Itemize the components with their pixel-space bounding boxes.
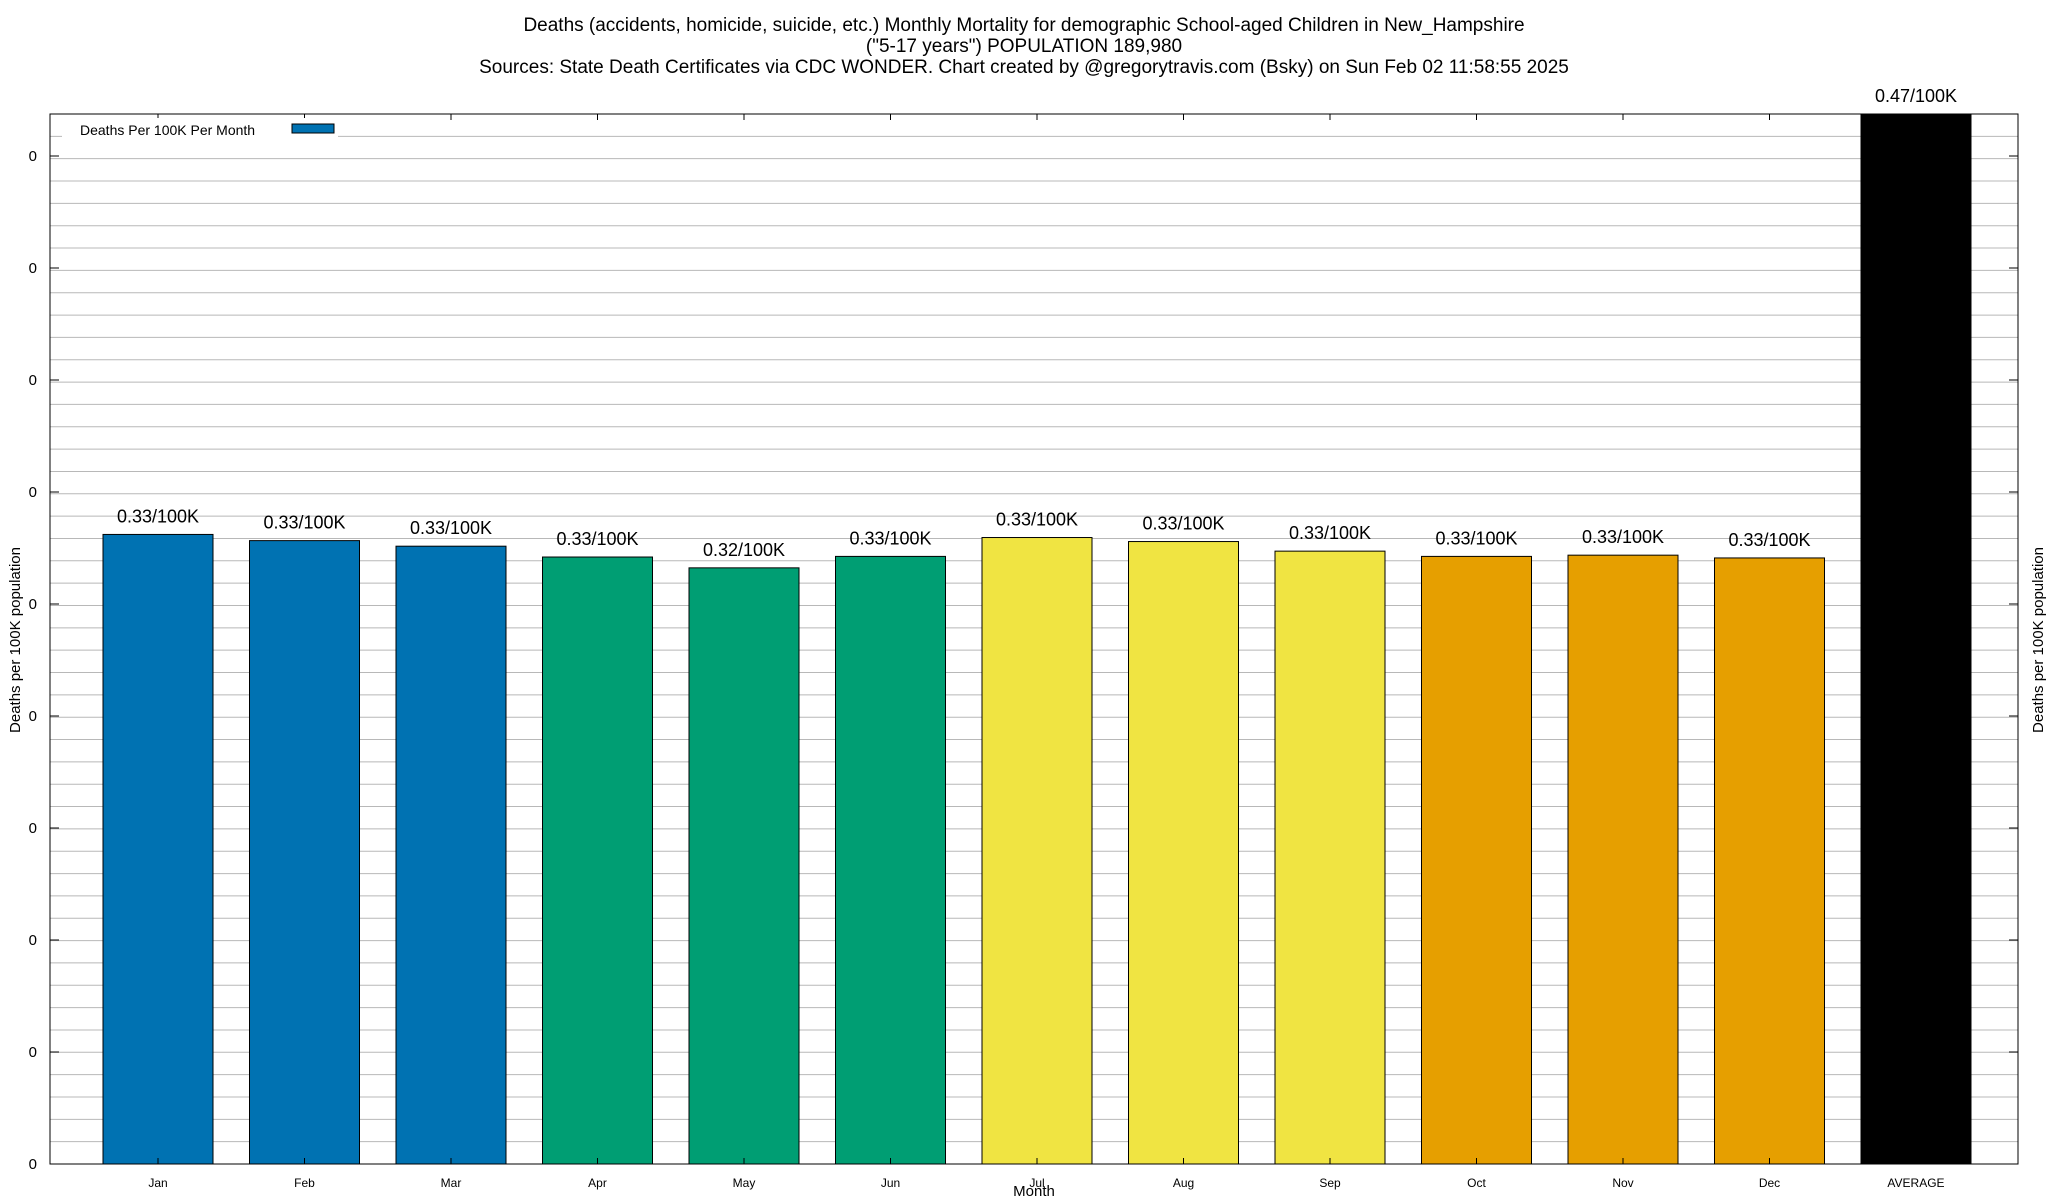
x-tick-label-feb: Feb [294,1176,315,1190]
x-tick-label-jun: Jun [881,1176,900,1190]
bar-jun [835,555,946,1165]
bars [102,113,1972,1165]
bar-mar [395,545,507,1165]
y-tick-label: 0 [29,260,37,277]
y-tick-label: 0 [29,484,37,501]
y-axis-ticks: 0 0 0 0 0 0 0 0 0 0 [29,148,2018,1173]
bar-nov [1567,554,1679,1165]
bar-dec [1714,557,1825,1165]
y-tick-label: 0 [29,1044,37,1061]
data-label-apr: 0.33/100K [556,529,638,549]
y-tick-label: 0 [29,596,37,613]
bar-feb [249,540,360,1165]
bar-may [688,567,800,1165]
x-tick-label-jan: Jan [148,1176,167,1190]
x-tick-label-may: May [733,1176,756,1190]
legend-box [62,118,338,140]
bar-jan [102,533,214,1165]
data-label-average: 0.47/100K [1875,86,1957,106]
x-tick-label-apr: Apr [588,1176,607,1190]
data-label-oct: 0.33/100K [1435,528,1517,548]
y-tick-label: 0 [29,932,37,949]
y-axis-title-right: Deaths per 100K population [2030,547,2047,733]
data-label-mar: 0.33/100K [410,518,492,538]
bar-aug [1128,541,1239,1165]
y-tick-label: 0 [29,372,37,389]
plot-border [49,113,2019,1165]
y-tick-label: 0 [29,708,37,725]
y-tick-label: 0 [29,820,37,837]
data-label-aug: 0.33/100K [1142,514,1224,534]
x-tick-label-nov: Nov [1612,1176,1633,1190]
data-label-may: 0.32/100K [703,540,785,560]
y-tick-label: 0 [29,1156,37,1173]
title-line-2: ("5-17 years") POPULATION 189,980 [866,36,1182,57]
x-tick-label-sep: Sep [1319,1176,1341,1190]
data-label-jul: 0.33/100K [996,510,1078,530]
data-label-jan: 0.33/100K [117,506,199,526]
data-label-jun: 0.33/100K [849,528,931,548]
x-tick-label-aug: Aug [1173,1176,1194,1190]
x-tick-label-average: AVERAGE [1887,1176,1944,1190]
legend-label: Deaths Per 100K Per Month [80,122,255,138]
bar-sep [1274,550,1386,1165]
bar-average [1860,113,1972,1165]
bar-apr [542,556,653,1165]
data-label-nov: 0.33/100K [1582,527,1664,547]
y-axis-title: Deaths per 100K population [7,547,24,733]
x-tick-label-jul: Jul [1029,1176,1044,1190]
title-line-1: Deaths (accidents, homicide, suicide, et… [523,15,1524,36]
y-tick-label: 0 [29,148,37,165]
data-label-feb: 0.33/100K [263,513,345,533]
data-label-dec: 0.33/100K [1728,530,1810,550]
bar-jul [981,537,1093,1165]
legend: Deaths Per 100K Per Month [62,118,338,140]
bar-oct [1421,555,1532,1165]
x-tick-label-dec: Dec [1759,1176,1780,1190]
x-tick-label-mar: Mar [441,1176,462,1190]
title-line-3: Sources: State Death Certificates via CD… [479,57,1569,78]
x-axis-title: Month [1013,1183,1055,1200]
legend-swatch [291,123,335,134]
x-tick-label-oct: Oct [1467,1176,1486,1190]
x-axis-ticks: Jan Feb Mar Apr May Jun Jul Aug Sep Oct Nov Dec AVER… [148,114,1945,1190]
data-label-sep: 0.33/100K [1289,523,1371,543]
data-labels: 0.33/100K 0.33/100K 0.33/100K 0.33/100K 0.32… [117,86,1957,560]
chart-title: Deaths (accidents, homicide, suicide, et… [479,15,1569,78]
